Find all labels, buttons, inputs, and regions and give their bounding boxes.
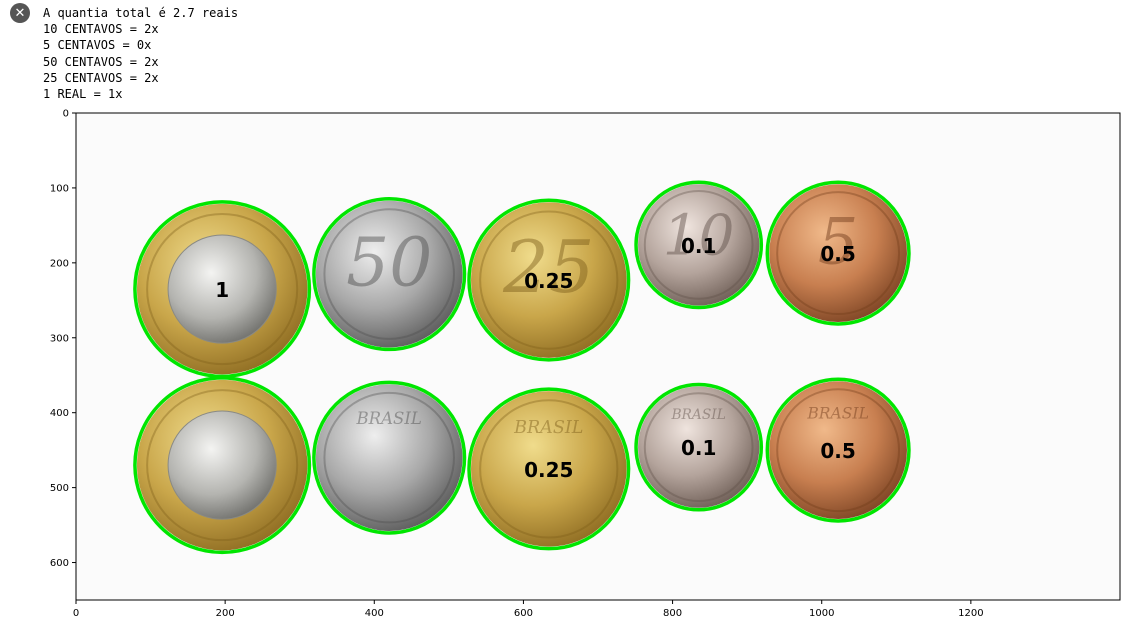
coin-rim xyxy=(479,399,619,539)
coin-value-label: 0.25 xyxy=(524,269,573,293)
x-tick-label: 400 xyxy=(365,608,384,619)
output-line-10c: 10 CENTAVOS = 2x xyxy=(43,22,159,37)
y-tick-label: 500 xyxy=(50,483,69,494)
coin-body xyxy=(315,384,463,531)
detection-circle xyxy=(312,197,467,352)
coin-engraving: 25 xyxy=(502,225,594,309)
coin-2: 50 xyxy=(312,197,467,352)
coin-rim xyxy=(479,210,619,350)
coin-rim xyxy=(776,191,901,316)
coin-value-label: 0.5 xyxy=(820,242,855,266)
x-tick-label: 600 xyxy=(514,608,533,619)
detection-circle xyxy=(312,380,467,535)
x-tick-label: 1200 xyxy=(958,608,983,619)
detection-circle xyxy=(634,180,764,310)
detection-circle xyxy=(467,387,631,551)
coin-rim xyxy=(643,392,754,503)
detection-circle xyxy=(634,382,764,512)
coin-center xyxy=(167,234,277,344)
coin-10: BRASIL 0.5 xyxy=(765,377,911,523)
axis-ticks: 0 200 400 600 800 1000 1200 0 100 200 300 400 500 600 xyxy=(50,109,984,620)
x-tick-label: 200 xyxy=(216,608,235,619)
coin-value-label: 0.25 xyxy=(524,458,573,482)
coin-engraving: 50 xyxy=(346,222,432,301)
coin-center xyxy=(167,410,277,520)
coin-body xyxy=(470,202,627,358)
coin-value-label: 1 xyxy=(215,278,229,302)
y-tick-label: 400 xyxy=(50,408,69,419)
coin-5: 50.5 xyxy=(765,180,911,326)
coin-rim xyxy=(146,213,299,366)
coin-engraving: BRASIL xyxy=(806,404,869,422)
y-tick-label: 200 xyxy=(50,258,69,269)
y-tick-label: 0 xyxy=(63,109,69,120)
coin-body xyxy=(470,391,627,547)
close-output-icon[interactable]: ✕ xyxy=(10,3,30,23)
x-tick-label: 0 xyxy=(73,608,79,619)
y-tick-label: 600 xyxy=(50,558,69,569)
coin-engraving: 5 xyxy=(818,206,859,280)
coin-rim xyxy=(776,388,901,513)
detection-circle xyxy=(467,198,631,362)
coin-engraving: BRASIL xyxy=(670,407,725,423)
y-tick-label: 100 xyxy=(50,183,69,194)
output-line-5c: 5 CENTAVOS = 0x xyxy=(43,38,152,53)
x-tick-label: 1000 xyxy=(809,608,834,619)
coin-body xyxy=(638,184,760,306)
coin-engraving: BRASIL xyxy=(513,418,583,438)
coin-value-label: 0.5 xyxy=(820,439,855,463)
coin-rim xyxy=(323,391,455,524)
coin-engraving: BRASIL xyxy=(355,409,421,428)
coin-4: 100.1 xyxy=(634,180,764,310)
coin-body xyxy=(315,200,463,348)
y-tick-label: 300 xyxy=(50,333,69,344)
detection-circle xyxy=(765,180,911,326)
coin-3: 250.25 xyxy=(467,198,631,362)
coin-engraving: 10 xyxy=(663,203,735,268)
coin-body xyxy=(638,386,760,508)
output-line-total: A quantia total é 2.7 reais xyxy=(43,6,239,20)
coin-rim xyxy=(323,208,455,340)
coin-7: BRASIL xyxy=(312,380,467,535)
coin-9: BRASIL 0.1 xyxy=(634,382,764,512)
output-line-1real: 1 REAL = 1x xyxy=(43,87,123,102)
cell-output-text: A quantia total é 2.7 reais 10 CENTAVOS … xyxy=(43,5,238,102)
coin-body xyxy=(769,184,907,322)
coin-8: BRASIL 0.25 xyxy=(467,387,631,551)
coin-1: 1 xyxy=(133,200,312,379)
x-tick-label: 800 xyxy=(663,608,682,619)
coin-value-label: 0.1 xyxy=(681,436,716,460)
detection-circle xyxy=(133,376,312,555)
coin-body xyxy=(769,381,907,519)
detection-circle xyxy=(765,377,911,523)
coin-value-label: 0.1 xyxy=(681,234,716,258)
coin-6 xyxy=(133,376,312,555)
output-line-25c: 25 CENTAVOS = 2x xyxy=(43,70,159,85)
output-line-50c: 50 CENTAVOS = 2x xyxy=(43,54,159,69)
coin-rim xyxy=(643,189,754,300)
coin-rim xyxy=(146,389,299,542)
